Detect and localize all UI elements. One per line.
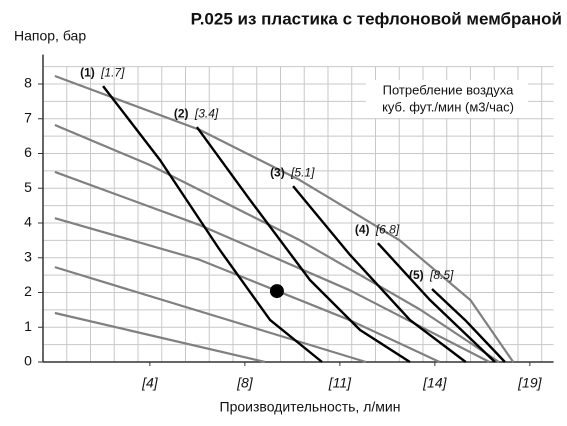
x-tick-label: [8] xyxy=(236,375,254,391)
air-consumption-label: [6.8] xyxy=(375,222,400,236)
legend-label: (1) xyxy=(80,65,95,79)
annotation: куб. фут./мин (м3/час) xyxy=(382,99,514,114)
chart-title: P.025 из пластика с тефлоновой мембраной xyxy=(191,9,562,28)
y-tick-label: 2 xyxy=(24,283,32,299)
air-consumption-label: [1.7] xyxy=(100,65,125,79)
x-tick-label: [4] xyxy=(141,375,159,391)
series-line xyxy=(102,85,323,363)
grid xyxy=(43,66,554,362)
x-axis-label: Производительность, л/мин xyxy=(220,399,401,415)
series-line xyxy=(54,266,367,364)
y-tick-label: 5 xyxy=(24,179,32,195)
y-axis-label: Напор, бар xyxy=(14,28,86,44)
annotation: Потребление воздуха xyxy=(383,82,514,97)
air-consumption-label: [3.4] xyxy=(194,106,219,120)
series-line xyxy=(54,74,515,363)
y-tick-label: 1 xyxy=(24,318,32,334)
series-line xyxy=(195,126,411,364)
y-tick-label: 3 xyxy=(24,248,32,264)
annotation-bg xyxy=(366,80,528,118)
series-line xyxy=(376,242,496,363)
y-tick-label: 4 xyxy=(24,214,32,230)
y-tick-label: 6 xyxy=(24,144,32,160)
y-tick-label: 0 xyxy=(24,353,32,369)
operating-point xyxy=(269,284,284,299)
legend-label: (5) xyxy=(409,268,424,282)
x-tick-label: [19] xyxy=(517,375,542,391)
series-line xyxy=(54,311,266,364)
y-tick-label: 7 xyxy=(24,109,32,125)
legend-label: (4) xyxy=(355,222,370,236)
air-consumption-label: [5.1] xyxy=(290,165,315,179)
series-line xyxy=(54,123,500,363)
y-tick-label: 8 xyxy=(24,75,32,91)
x-tick-label: [11] xyxy=(328,375,352,391)
series-line xyxy=(292,185,467,363)
x-tick-label: [14] xyxy=(422,375,447,391)
air-consumption-label: [8.5] xyxy=(429,268,454,282)
legend-label: (2) xyxy=(174,106,189,120)
series-line xyxy=(431,288,506,363)
legend-label: (3) xyxy=(270,165,285,179)
